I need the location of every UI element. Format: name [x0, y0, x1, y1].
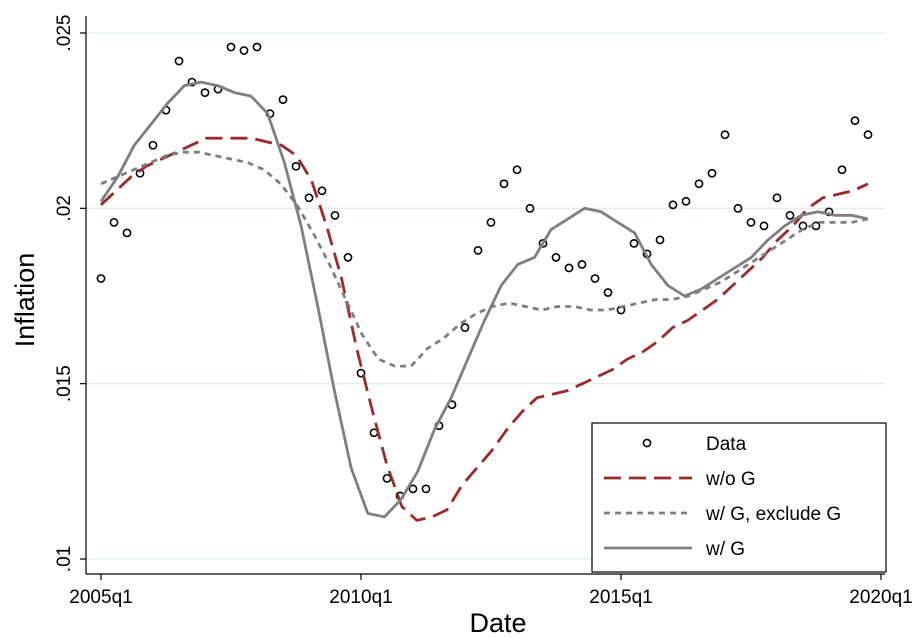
- y-tick-label: .025: [54, 15, 75, 52]
- data-point: [772, 193, 782, 203]
- x-tick-label: 2010q1: [329, 587, 392, 608]
- data-point: [460, 323, 470, 332]
- legend: Data w/o G w/ G, exclude G w/ G: [591, 422, 887, 573]
- data-point: [551, 253, 561, 262]
- y-axis-label: Inflation: [10, 253, 40, 348]
- data-point: [512, 165, 522, 175]
- data-point: [837, 165, 847, 175]
- data-point: [473, 246, 483, 255]
- data-point: [590, 274, 600, 283]
- data-point: [486, 217, 496, 227]
- data-point: [278, 95, 288, 105]
- legend-label: Data: [706, 434, 747, 455]
- series-line-w-g: [99, 80, 869, 519]
- series-layer: [96, 42, 873, 522]
- data-point: [707, 168, 717, 178]
- data-point: [226, 42, 236, 52]
- series-line-w-g-exclude-g: [100, 150, 869, 368]
- data-point: [733, 203, 743, 213]
- data-point: [681, 196, 691, 206]
- data-point: [317, 186, 327, 196]
- x-tick-label: 2005q1: [69, 587, 132, 608]
- legend-label: w/ G, exclude G: [705, 504, 841, 525]
- data-point: [239, 46, 249, 55]
- axes: .01 .015 .02 .025 2005q1 2010q1 2015q1 2020q1: [54, 15, 913, 608]
- x-axis-label: Date: [469, 608, 526, 638]
- data-point: [109, 217, 119, 227]
- data-point: [720, 130, 730, 140]
- data-point: [629, 238, 639, 248]
- legend-label: w/ G: [705, 539, 745, 560]
- data-point: [785, 210, 795, 220]
- data-point: [343, 253, 353, 262]
- data-point: [174, 56, 184, 66]
- data-point: [746, 217, 756, 227]
- data-point: [863, 130, 873, 140]
- data-point: [356, 368, 366, 378]
- legend-key: [642, 438, 652, 448]
- data-point: [252, 42, 262, 52]
- data-point: [408, 484, 418, 494]
- data-point: [122, 228, 132, 238]
- data-point: [538, 238, 548, 248]
- data-point: [291, 161, 301, 171]
- data-point: [655, 235, 665, 245]
- data-point: [577, 260, 587, 269]
- data-point: [564, 263, 574, 273]
- data-point: [694, 179, 704, 189]
- data-point: [850, 116, 860, 126]
- data-point: [96, 274, 106, 283]
- data-point: [330, 210, 340, 220]
- data-point: [200, 88, 210, 98]
- x-tick-label: 2020q1: [849, 587, 912, 608]
- series-line-w-o-g: [100, 136, 869, 522]
- data-point: [304, 193, 314, 203]
- data-point: [759, 221, 769, 231]
- data-point: [148, 140, 158, 150]
- y-tick-label: .015: [54, 365, 75, 402]
- data-point: [421, 484, 431, 494]
- data-point: [499, 179, 509, 189]
- legend-label: w/o G: [705, 469, 756, 490]
- y-tick-label: .01: [54, 546, 75, 572]
- data-point: [668, 200, 678, 210]
- data-point: [603, 288, 613, 297]
- data-point: [525, 203, 535, 213]
- y-tick-label: .02: [54, 195, 75, 221]
- x-tick-label: 2015q1: [589, 587, 652, 608]
